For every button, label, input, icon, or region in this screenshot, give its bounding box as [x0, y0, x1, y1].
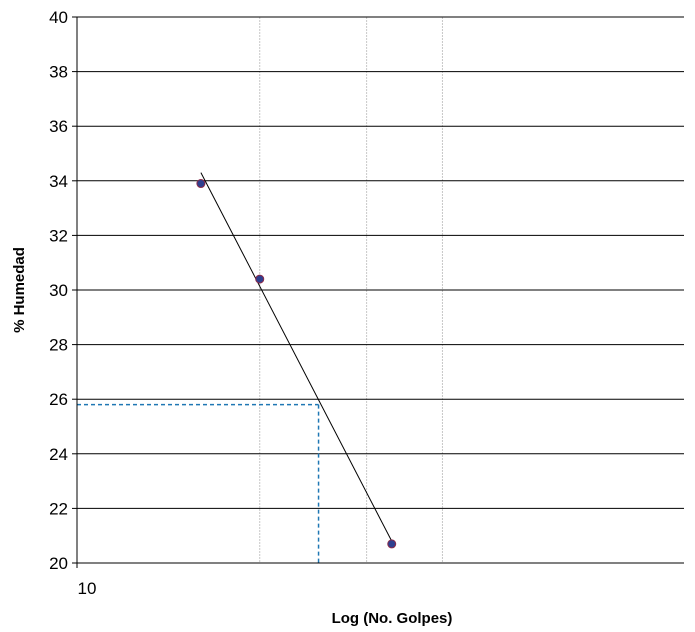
- data-points: [196, 179, 397, 549]
- x-axis-title: Log (No. Golpes): [332, 610, 453, 627]
- trendline-group: [200, 172, 393, 542]
- y-tick-label: 26: [49, 390, 68, 409]
- y-tick-label: 20: [49, 554, 68, 573]
- y-tick-label: 34: [49, 172, 68, 191]
- y-tick-label: 40: [49, 8, 68, 27]
- x-tick-label: 10: [78, 579, 97, 598]
- trendline: [200, 172, 393, 542]
- y-tick-label: 30: [49, 281, 68, 300]
- y-tick-label: 38: [49, 63, 68, 82]
- y-tick-label: 24: [49, 445, 68, 464]
- grid: [77, 16, 684, 564]
- tick-labels: 20 22 24 26 28 30 32 34 36 38 40 10: [49, 8, 96, 598]
- y-tick-label: 28: [49, 336, 68, 355]
- data-point: [255, 274, 265, 284]
- data-point: [196, 179, 206, 189]
- data-point: [387, 539, 397, 549]
- y-tick-label: 32: [49, 226, 68, 245]
- y-tick-label: 22: [49, 499, 68, 518]
- y-tick-label: 36: [49, 117, 68, 136]
- y-axis-title: % Humedad: [11, 247, 28, 333]
- reference-lines: [77, 403, 320, 563]
